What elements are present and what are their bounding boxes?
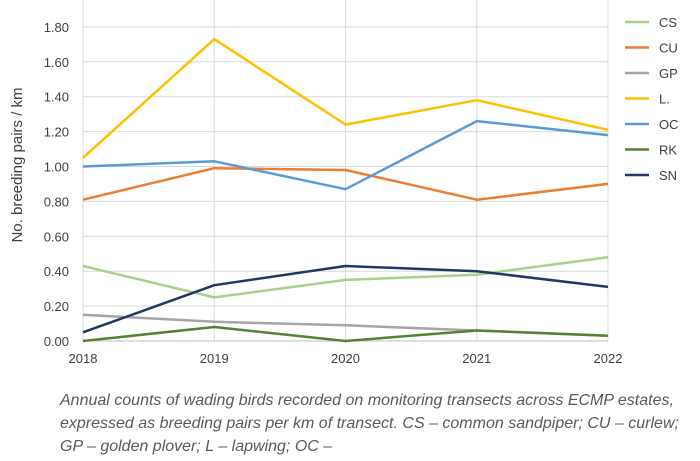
- line-chart: 0.00 0.20 0.40 0.60 0.80 1.00 1.20 1.40 1.60 1.80…: [9, 0, 679, 366]
- y-tick-label: 1.00: [44, 160, 69, 175]
- y-tick-label: 0.80: [44, 194, 69, 209]
- y-tick-label: 1.20: [44, 125, 69, 140]
- x-tick-label: 2021: [462, 351, 491, 366]
- series-line-cu: [82, 166, 609, 201]
- x-tick-label: 2022: [594, 351, 623, 366]
- figure-caption: Annual counts of wading birds recorded o…: [60, 392, 679, 455]
- legend-label: CS: [659, 15, 677, 30]
- legend-label: RK: [659, 143, 677, 158]
- y-axis-title: No. breeding pairs / km: [9, 87, 26, 242]
- series-line-oc: [82, 119, 609, 191]
- x-tick-label: 2020: [331, 351, 360, 366]
- series-line-sn: [82, 264, 609, 334]
- y-tick-label: 1.80: [44, 20, 69, 35]
- series-line-rk: [82, 325, 609, 343]
- y-tick-label: 0.40: [44, 264, 69, 279]
- x-tick-label: 2019: [200, 351, 229, 366]
- legend-label: CU: [659, 41, 678, 56]
- legend-label: OC: [659, 117, 679, 132]
- y-tick-label: 0.00: [44, 334, 69, 349]
- legend-label: SN: [659, 168, 677, 183]
- y-tick-label: 1.60: [44, 55, 69, 70]
- x-tick-label: 2018: [69, 351, 98, 366]
- series-line-cs: [82, 255, 609, 299]
- y-tick-label: 1.40: [44, 90, 69, 105]
- legend-label: L.: [659, 92, 670, 107]
- series-line-l: [82, 37, 609, 159]
- legend-label: GP: [659, 66, 678, 81]
- y-tick-label: 0.60: [44, 229, 69, 244]
- y-tick-label: 0.20: [44, 299, 69, 314]
